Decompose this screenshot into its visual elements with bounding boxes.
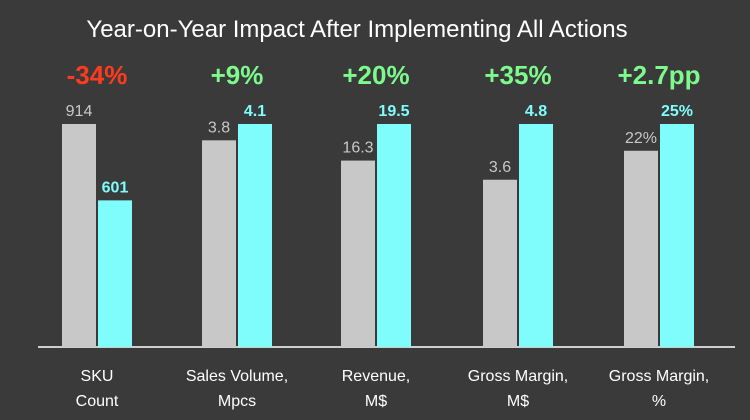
bar-before bbox=[483, 179, 517, 347]
category-label: Gross Margin, bbox=[468, 368, 568, 385]
data-label-after: 19.5 bbox=[378, 103, 409, 120]
data-label-after: 4.8 bbox=[525, 103, 547, 120]
category-label: M$ bbox=[365, 393, 387, 410]
data-label-before: 16.3 bbox=[342, 140, 373, 157]
data-label-after: 4.1 bbox=[244, 103, 266, 120]
data-label-before: 22% bbox=[625, 130, 657, 147]
data-label-after: 601 bbox=[102, 179, 129, 196]
change-label: +20% bbox=[342, 60, 409, 90]
category-label: Revenue, bbox=[342, 368, 411, 385]
data-label-after: 25% bbox=[661, 103, 693, 120]
chart-title: Year-on-Year Impact After Implementing A… bbox=[86, 16, 627, 43]
bar-after bbox=[238, 124, 272, 347]
bar-after bbox=[660, 124, 694, 347]
category-label: % bbox=[652, 393, 666, 410]
bar-before bbox=[62, 124, 96, 347]
change-label: +35% bbox=[484, 60, 551, 90]
category-label: M$ bbox=[507, 393, 529, 410]
data-label-before: 914 bbox=[66, 103, 93, 120]
change-label: +2.7pp bbox=[617, 60, 700, 90]
category-label: Gross Margin, bbox=[609, 368, 709, 385]
data-label-before: 3.6 bbox=[489, 159, 511, 176]
bar-before bbox=[202, 140, 236, 347]
data-label-before: 3.8 bbox=[208, 119, 230, 136]
bar-after bbox=[377, 124, 411, 347]
change-label: -34% bbox=[67, 60, 128, 90]
category-label: Sales Volume, bbox=[186, 368, 288, 385]
bar-after bbox=[98, 200, 132, 347]
category-label: SKU bbox=[81, 368, 114, 385]
bar-after bbox=[519, 124, 553, 347]
bar-before bbox=[624, 150, 658, 347]
change-label: +9% bbox=[211, 60, 264, 90]
category-label: Count bbox=[76, 393, 119, 410]
bar-before bbox=[341, 160, 375, 347]
category-label: Mpcs bbox=[218, 393, 256, 410]
